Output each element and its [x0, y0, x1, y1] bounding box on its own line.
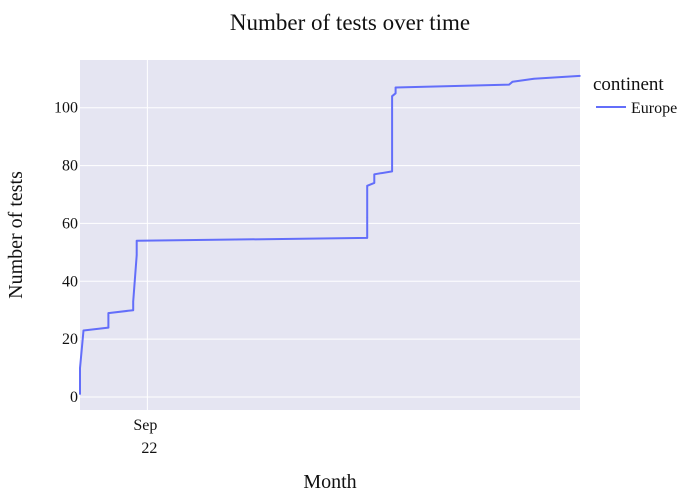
data-point: [394, 92, 397, 95]
y-tick-label: 0: [70, 389, 78, 406]
data-point: [79, 393, 81, 395]
x-tick-labels: Sep 22: [133, 417, 157, 457]
data-point: [373, 173, 376, 176]
y-tick-label: 20: [62, 331, 78, 348]
data-point: [107, 315, 110, 317]
data-point: [132, 303, 134, 306]
series-lines: [79, 74, 581, 395]
data-point: [107, 312, 110, 314]
plot-area: [80, 60, 580, 410]
data-point: [533, 78, 535, 80]
y-tick-label: 100: [54, 100, 78, 117]
y-axis-title: Number of tests: [5, 171, 27, 299]
y-tick-label: 40: [62, 273, 78, 290]
data-point: [79, 387, 81, 390]
data-point: [79, 367, 81, 369]
data-point: [366, 237, 369, 239]
data-point: [373, 182, 376, 184]
data-point: [508, 83, 510, 86]
data-point: [135, 254, 138, 256]
data-point: [135, 240, 138, 242]
data-point: [391, 170, 393, 173]
x-axis-title: Month: [303, 471, 356, 493]
legend-title: continent: [593, 74, 664, 95]
x-tick-label: Sep: [133, 417, 157, 434]
y-tick-labels: 0 20 40 60 80 100: [54, 100, 78, 406]
data-point: [132, 309, 134, 312]
data-point: [79, 370, 81, 372]
gridlines: [80, 60, 580, 410]
data-point: [107, 326, 110, 329]
chart-title: Number of tests over time: [230, 10, 470, 35]
legend-item-europe[interactable]: Europe: [631, 100, 677, 117]
data-point: [135, 251, 138, 254]
data-point: [511, 80, 514, 83]
data-point: [366, 185, 369, 187]
x-tick-sublabel: 22: [141, 440, 157, 457]
data-point: [391, 95, 393, 97]
data-point: [579, 75, 581, 77]
legend[interactable]: continent Europe: [593, 74, 677, 117]
data-point: [366, 216, 369, 219]
y-tick-label: 60: [62, 215, 78, 232]
data-point: [82, 329, 85, 332]
data-point: [394, 86, 397, 89]
y-tick-label: 80: [62, 158, 78, 175]
data-point: [132, 300, 134, 303]
